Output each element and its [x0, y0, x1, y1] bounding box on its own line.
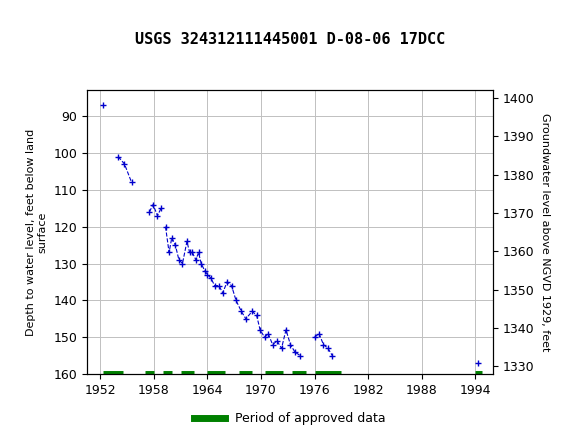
Y-axis label: Groundwater level above NGVD 1929, feet: Groundwater level above NGVD 1929, feet [540, 113, 550, 351]
Text: USGS: USGS [49, 12, 104, 31]
Text: USGS 324312111445001 D-08-06 17DCC: USGS 324312111445001 D-08-06 17DCC [135, 32, 445, 47]
Legend: Period of approved data: Period of approved data [189, 407, 391, 430]
Y-axis label: Depth to water level, feet below land
surface: Depth to water level, feet below land su… [26, 129, 48, 336]
